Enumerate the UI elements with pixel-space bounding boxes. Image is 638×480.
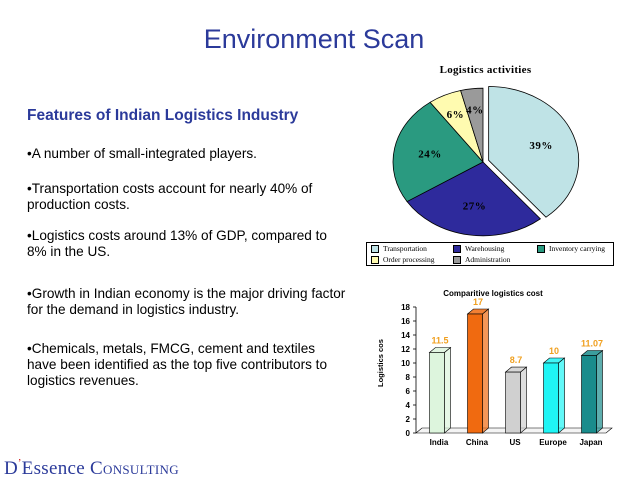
bar-chart: 0 2 4 6 8 10 12 14 16 18 11.5 India 17 China 8.7 US 10 Eu… [401, 297, 613, 447]
pie-slice-inventory-carrying [392, 101, 484, 203]
pie-label-inventory-carrying: 24% [418, 149, 442, 161]
y-tick-label: 18 [401, 303, 410, 312]
bullet-2: •Transportation costs account for nearly… [27, 181, 313, 212]
legend-item-transportation: Transportation [371, 244, 427, 253]
bar-us [505, 371, 521, 434]
bullet-3: •Logistics costs around 13% of GDP, comp… [27, 228, 327, 259]
y-tick-label: 14 [401, 331, 410, 340]
x-category-label-us: US [509, 438, 521, 447]
y-tick-label: 0 [406, 429, 411, 438]
x-category-label-india: India [430, 438, 449, 447]
y-tick-label: 10 [401, 359, 410, 368]
bar-japan [581, 355, 597, 434]
legend-label: Administration [465, 255, 511, 264]
legend-label: Transportation [383, 244, 427, 253]
pie-chart: 39% 27% 24% 6% 4% [392, 86, 580, 237]
pie-slice-administration [460, 87, 484, 163]
slide-title: Environment Scan [203, 24, 425, 54]
y-tick-label: 16 [401, 317, 410, 326]
x-category-label-china: China [466, 438, 489, 447]
legend-item-warehousing: Warehousing [453, 244, 504, 253]
y-tick-label: 4 [406, 401, 411, 410]
legend-label: Warehousing [465, 244, 505, 253]
legend-label: Order processing [383, 255, 435, 264]
bar-side-india [444, 346, 451, 434]
bullet-1: •A number of small-integrated players. [27, 146, 257, 161]
pie-label-transportation: 39% [529, 140, 553, 152]
legend-item-inventory-carrying: Inventory carrying [537, 244, 605, 253]
legend-swatch [453, 244, 461, 253]
legend-swatch [453, 255, 461, 264]
legend-item-administration: Administration [453, 255, 510, 264]
y-tick-label: 2 [406, 415, 411, 424]
bar-side-china [482, 308, 489, 434]
bar-data-label-us: 8.7 [510, 355, 523, 365]
bar-india [429, 352, 445, 434]
x-category-label-japan: Japan [579, 438, 602, 447]
slide-subtitle: Features of Indian Logistics Industry [27, 107, 299, 124]
legend-label: Inventory carrying [549, 244, 606, 253]
legend-swatch [537, 244, 545, 253]
x-category-label-europe: Europe [539, 438, 567, 447]
legend-item-order-processing: Order processing [371, 255, 434, 264]
legend-swatch [371, 255, 379, 264]
bar-data-label-japan: 11.07 [581, 339, 603, 349]
bar-europe [543, 362, 559, 434]
bar-china [467, 313, 483, 434]
pie-label-administration: 4% [466, 104, 484, 116]
pie-label-warehousing: 27% [463, 201, 487, 213]
bar-data-label-europe: 10 [549, 346, 559, 356]
bar-data-label-india: 11.5 [431, 336, 448, 346]
legend-swatch [371, 244, 379, 253]
company-logo: D’Essence CONSULTING [4, 458, 179, 479]
y-tick-label: 12 [401, 345, 410, 354]
bar-side-japan [596, 349, 603, 434]
bar-side-europe [558, 357, 565, 434]
pie-slice-transportation [488, 86, 580, 218]
bar-chart-title: Comparitive logistics cost [443, 289, 543, 298]
y-tick-label: 8 [406, 373, 411, 382]
pie-chart-title: Logistics activities [439, 64, 532, 76]
pie-chart-legend: Transportation Warehousing Inventory carry… [366, 242, 614, 266]
pie-slice-warehousing [406, 161, 541, 237]
bar-side-us [520, 366, 527, 434]
y-tick-label: 6 [406, 387, 411, 396]
bullet-5: •Chemicals, metals, FMCG, cement and tex… [27, 341, 328, 388]
bullet-4: •Growth in Indian economy is the major d… [27, 286, 346, 317]
pie-label-order-processing: 6% [447, 109, 465, 121]
bar-data-label-china: 17 [473, 297, 483, 307]
